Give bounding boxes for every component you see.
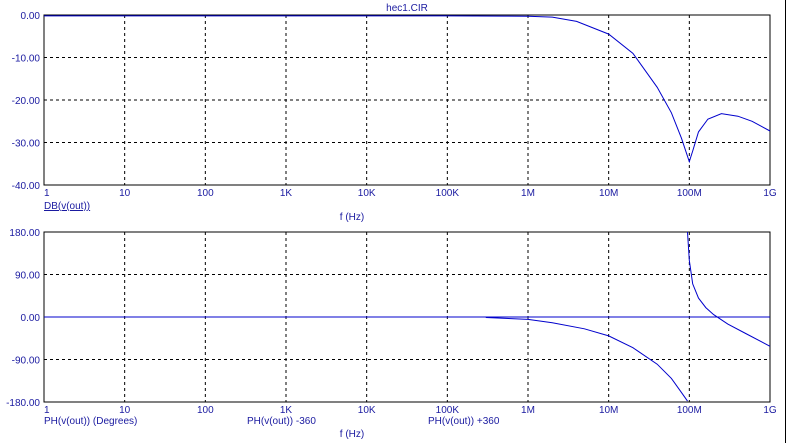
mag-x-axis-label: f (Hz) xyxy=(340,212,364,223)
mag-x-tick-label: 1 xyxy=(44,188,50,199)
mag-y-tick-label: -20.00 xyxy=(12,96,41,107)
mag-x-tick-label: 100M xyxy=(677,188,702,199)
phase-y-tick-label: 90.00 xyxy=(15,271,40,282)
phase-series-1-line xyxy=(485,317,688,402)
phase-x-tick-label: 10 xyxy=(119,405,131,416)
mag-x-tick-label: 10K xyxy=(358,188,376,199)
mag-y-tick-label: -30.00 xyxy=(12,139,41,150)
mag-y-tick-label: -10.00 xyxy=(12,54,41,65)
phase-y-tick-label: 180.00 xyxy=(9,228,40,239)
phase-legend-entry: PH(v(out)) +360 xyxy=(428,416,500,427)
mag-x-tick-label: 100K xyxy=(436,188,460,199)
phase-y-tick-label: -90.00 xyxy=(12,356,41,367)
mag-x-tick-label: 1M xyxy=(521,188,535,199)
phase-x-tick-label: 1 xyxy=(44,405,50,416)
phase-series-2-line xyxy=(687,231,771,347)
phase-x-tick-label: 1K xyxy=(280,405,293,416)
phase-x-tick-label: 100M xyxy=(677,405,702,416)
phase-legend-entry: PH(v(out)) (Degrees) xyxy=(44,416,137,427)
magnitude-panel: 0.00-10.00-20.00-30.00-40.001 10 100 1K 10K 1… xyxy=(12,0,786,443)
mag-x-tick-label: 100 xyxy=(197,188,214,199)
mag-y-tick-label: -40.00 xyxy=(12,181,41,192)
phase-x-tick-label: 100 xyxy=(197,405,214,416)
phase-y-tick-label: 0.00 xyxy=(21,313,41,324)
phase-panel: 180.00 90.00 0.00 -90.00 -180.00 1 10 100 1K 10K 1… xyxy=(6,0,786,443)
mag-grid xyxy=(44,15,770,185)
window-title: hec1.CIR xyxy=(386,3,428,14)
mag-legend-entry: DB(v(out)) xyxy=(44,201,90,212)
phase-x-tick-label: 1G xyxy=(763,405,777,416)
mag-series-0-line xyxy=(44,15,771,164)
mag-y-tick-label: 0.00 xyxy=(21,11,41,22)
phase-x-tick-label: 1M xyxy=(521,405,535,416)
phase-x-tick-label: 100K xyxy=(436,405,460,416)
mag-plot-frame xyxy=(43,14,771,186)
phase-x-tick-label: 10K xyxy=(358,405,376,416)
phase-y-tick-label: -180.00 xyxy=(6,398,40,409)
mag-x-tick-label: 1G xyxy=(763,188,777,199)
mag-x-tick-label: 10 xyxy=(119,188,131,199)
mag-x-tick-label: 1K xyxy=(280,188,293,199)
phase-legend-entry: PH(v(out)) -360 xyxy=(247,416,316,427)
phase-x-axis-label: f (Hz) xyxy=(340,429,364,440)
phase-x-tick-label: 10M xyxy=(599,405,618,416)
mag-x-tick-label: 10M xyxy=(599,188,618,199)
